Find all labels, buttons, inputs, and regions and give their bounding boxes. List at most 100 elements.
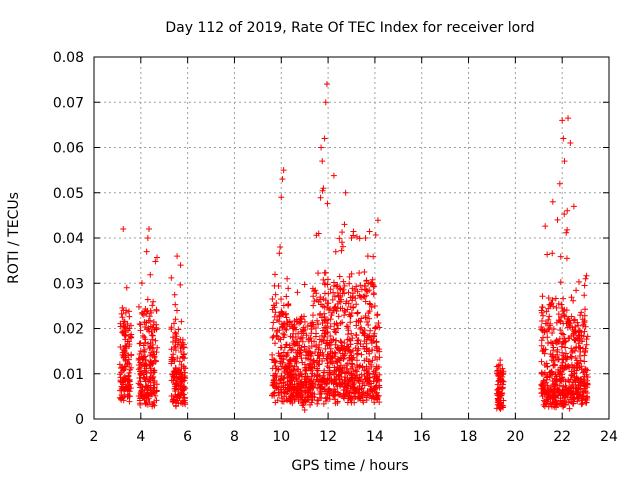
data-point xyxy=(122,375,129,382)
data-point xyxy=(294,289,301,296)
data-point xyxy=(559,349,566,356)
data-point xyxy=(322,324,329,331)
data-point xyxy=(349,285,356,292)
data-point xyxy=(547,339,554,346)
data-point xyxy=(321,135,328,142)
data-point xyxy=(311,288,318,295)
data-point xyxy=(555,355,562,362)
data-point xyxy=(272,363,279,370)
data-point xyxy=(500,378,507,385)
data-point xyxy=(364,370,371,377)
data-point xyxy=(349,356,356,363)
data-point xyxy=(320,369,327,376)
data-point xyxy=(149,332,156,339)
data-point xyxy=(357,395,364,402)
data-point xyxy=(341,374,348,381)
data-point xyxy=(176,366,183,373)
data-point xyxy=(271,359,278,366)
data-point xyxy=(346,280,353,287)
data-point xyxy=(172,391,179,398)
data-point xyxy=(370,378,377,385)
data-point xyxy=(581,319,588,326)
data-point xyxy=(559,305,566,312)
data-point xyxy=(138,388,145,395)
data-point xyxy=(560,366,567,373)
data-point xyxy=(276,318,283,325)
data-point xyxy=(543,308,550,315)
data-point xyxy=(576,344,583,351)
data-point xyxy=(356,395,363,402)
data-point xyxy=(563,229,570,236)
data-point xyxy=(366,228,373,235)
data-point xyxy=(556,335,563,342)
data-point xyxy=(309,370,316,377)
data-point xyxy=(321,269,328,276)
data-point xyxy=(375,319,382,326)
data-point xyxy=(144,235,151,241)
data-point xyxy=(330,172,337,179)
data-point xyxy=(560,331,567,338)
data-point xyxy=(283,353,290,360)
data-point xyxy=(561,211,568,218)
data-point xyxy=(153,388,160,395)
data-point xyxy=(337,338,344,345)
data-point xyxy=(584,367,591,374)
data-point xyxy=(344,323,351,330)
data-point xyxy=(124,320,131,327)
data-point xyxy=(141,363,148,370)
data-point xyxy=(126,393,133,400)
data-point xyxy=(493,405,500,412)
data-point xyxy=(147,323,154,330)
data-point xyxy=(340,393,347,400)
data-point xyxy=(150,373,157,380)
data-point xyxy=(139,332,146,339)
data-point xyxy=(294,347,301,354)
data-point xyxy=(281,388,288,395)
data-point xyxy=(175,400,182,407)
data-point xyxy=(326,371,333,378)
data-point xyxy=(543,398,550,405)
data-point xyxy=(327,323,334,330)
data-point xyxy=(553,304,560,311)
data-point xyxy=(286,342,293,349)
data-point xyxy=(301,397,308,404)
data-point xyxy=(374,356,381,363)
data-point xyxy=(317,296,324,303)
data-point xyxy=(172,337,179,344)
data-point xyxy=(296,385,303,392)
data-point xyxy=(355,317,362,324)
data-point xyxy=(281,320,288,327)
data-point xyxy=(353,233,360,240)
data-point xyxy=(299,359,306,366)
data-point xyxy=(269,334,276,341)
data-point xyxy=(137,348,144,355)
data-point xyxy=(312,325,319,332)
data-point xyxy=(575,328,582,335)
data-point xyxy=(560,295,567,302)
data-point xyxy=(335,373,342,380)
data-point xyxy=(550,326,557,333)
data-point xyxy=(291,363,298,370)
data-point xyxy=(270,319,277,326)
data-point xyxy=(346,354,353,361)
data-point xyxy=(178,348,185,355)
data-point xyxy=(347,313,354,320)
data-point xyxy=(320,276,327,283)
data-point xyxy=(324,300,331,307)
data-point xyxy=(139,309,146,316)
data-point xyxy=(331,293,338,300)
data-point xyxy=(171,291,178,298)
data-point xyxy=(295,330,302,337)
y-tick-label: 0.07 xyxy=(53,95,84,111)
data-point xyxy=(365,370,372,377)
data-point xyxy=(558,330,565,337)
data-point xyxy=(568,313,575,320)
data-point xyxy=(576,327,583,334)
data-point xyxy=(181,394,188,401)
data-point xyxy=(358,385,365,392)
data-point xyxy=(275,366,282,373)
data-point xyxy=(150,379,157,386)
data-point xyxy=(277,344,284,351)
data-point xyxy=(145,340,152,347)
